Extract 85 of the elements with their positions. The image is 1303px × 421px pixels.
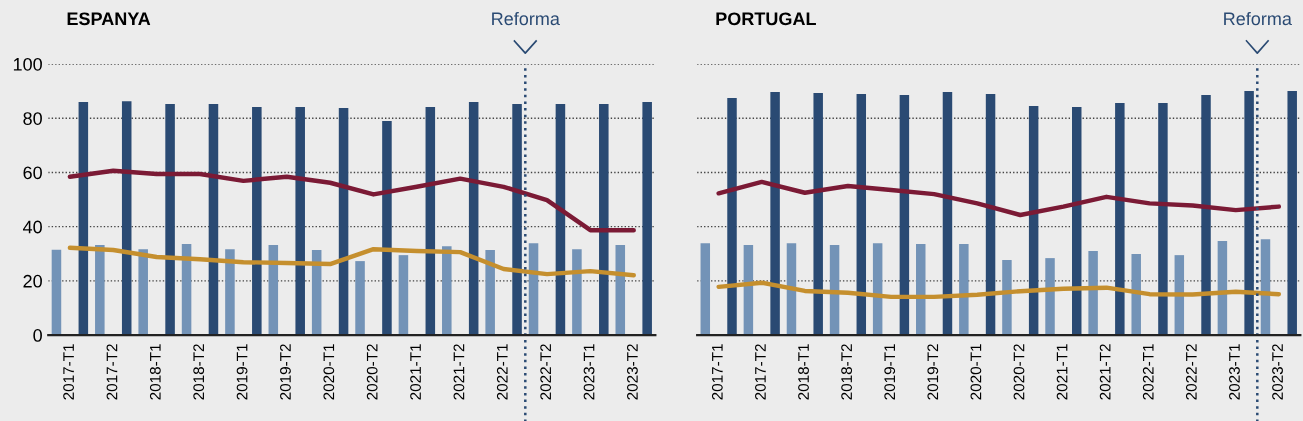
y-tick-label: 60 (23, 166, 42, 180)
bar (813, 93, 823, 336)
bar (1115, 103, 1125, 336)
bar (295, 107, 305, 336)
bar (121, 101, 132, 336)
bar (1131, 254, 1141, 336)
x-tick-label: 2022-T2 (1185, 344, 1197, 400)
line-series (67, 245, 636, 278)
x-tick-label: 2023-T2 (627, 344, 638, 400)
x-tick-label: 2020-T2 (366, 344, 378, 400)
y-tick-label: 20 (23, 274, 42, 288)
bar (165, 104, 175, 336)
x-tick-label: 2021-T2 (1099, 344, 1111, 400)
x-tick-label: 2021-T1 (410, 344, 421, 400)
x-tick-label: 2019-T1 (236, 344, 248, 400)
bar (985, 94, 996, 336)
bar (1158, 103, 1168, 336)
x-tick-label: 2021-T1 (1056, 344, 1068, 400)
x-tick-label: 2017-T1 (63, 344, 74, 400)
x-tick-label: 2023-T1 (583, 344, 595, 400)
y-tick-label: 0 (33, 329, 42, 342)
bar (1287, 91, 1297, 336)
bar (338, 107, 349, 336)
x-tick-label: 2018-T2 (193, 344, 205, 400)
y-tick-label: 100 (13, 57, 42, 71)
bar (355, 261, 365, 336)
line-series (67, 168, 636, 233)
bar (485, 249, 495, 336)
bar (512, 104, 522, 336)
bar (599, 104, 609, 336)
x-tick-label: 2017-T2 (106, 344, 118, 400)
bar (1201, 94, 1211, 336)
y-tick-label: 80 (23, 112, 42, 125)
bar (425, 107, 436, 336)
chart-title: PORTUGAL (716, 12, 816, 26)
bar (555, 104, 566, 336)
bar (252, 107, 262, 336)
x-tick-label: 2020-T2 (1013, 344, 1025, 400)
bar (770, 91, 780, 336)
bar (225, 249, 235, 336)
x-tick-label: 2022-T1 (496, 344, 508, 400)
bar (572, 249, 582, 336)
bar (899, 94, 910, 336)
bar (1028, 106, 1039, 336)
bar (856, 94, 867, 336)
x-tick-label: 2018-T2 (841, 344, 853, 400)
x-tick-label: 2023-T2 (1272, 344, 1283, 400)
x-tick-label: 2023-T1 (1229, 344, 1240, 400)
bar (95, 245, 105, 336)
bar (382, 120, 392, 336)
chart-title: ESPANYA (67, 12, 151, 26)
bar (468, 101, 479, 336)
bar (959, 244, 969, 336)
bar (138, 249, 148, 336)
x-tick-label: 2022-T2 (540, 344, 552, 400)
bar (942, 91, 953, 336)
bar (78, 101, 89, 336)
bar (208, 104, 219, 336)
bar (1002, 260, 1012, 336)
x-tick-label: 2019-T2 (280, 344, 291, 400)
ref-line-label: Reforma (1224, 11, 1292, 26)
bar (642, 101, 652, 336)
x-tick-label: 2018-T1 (149, 344, 161, 400)
bar (727, 97, 737, 336)
bar (1072, 107, 1082, 336)
x-tick-label: 2017-T2 (755, 344, 766, 400)
x-tick-label: 2017-T1 (711, 344, 723, 400)
bar (916, 244, 926, 336)
bar (51, 249, 62, 336)
bar (786, 243, 797, 336)
bar (700, 243, 711, 336)
x-tick-label: 2018-T1 (798, 344, 809, 400)
x-tick-label: 2019-T1 (884, 344, 896, 400)
x-tick-label: 2022-T1 (1142, 344, 1154, 400)
bar (1045, 258, 1055, 336)
x-tick-label: 2019-T2 (927, 344, 939, 400)
bar (1088, 251, 1098, 336)
ref-line-label: Reforma (492, 11, 560, 26)
x-tick-label: 2021-T2 (453, 344, 465, 400)
bar (442, 246, 452, 336)
bar (398, 255, 409, 336)
x-tick-label: 2020-T1 (970, 344, 982, 400)
bar (1244, 91, 1254, 336)
x-tick-label: 2020-T1 (323, 344, 335, 400)
y-tick-label: 40 (22, 220, 42, 234)
